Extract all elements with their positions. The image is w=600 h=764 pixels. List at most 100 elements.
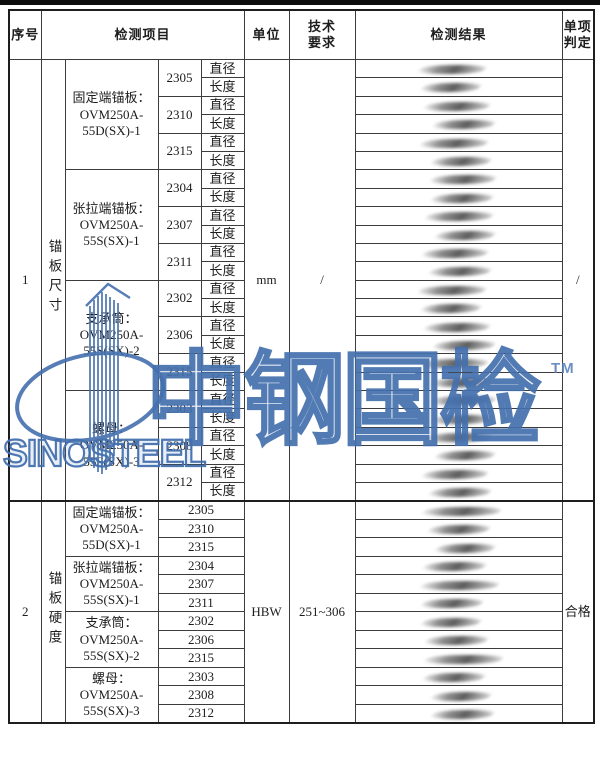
sample-number-cell: 2311 <box>157 242 202 281</box>
redacted-result-smudge <box>415 285 488 295</box>
table-row: 长度 <box>9 187 594 208</box>
sample-number-cell: 2315 <box>157 132 202 171</box>
result-cell <box>354 445 563 465</box>
redacted-result-smudge <box>418 83 483 93</box>
redacted-result-smudge <box>432 230 497 240</box>
dimension-cell: 长度 <box>200 481 245 502</box>
header-unit: 单位 <box>243 9 290 60</box>
redacted-result-smudge <box>418 599 485 609</box>
sample-number-cell: 2306 <box>157 316 202 355</box>
redacted-result-smudge <box>418 617 483 627</box>
sample-number-cell: 2308 <box>157 426 202 465</box>
result-cell <box>354 426 563 447</box>
result-cell <box>354 58 563 79</box>
result-cell <box>354 592 563 613</box>
result-cell <box>354 132 563 152</box>
dimension-cell: 直径 <box>200 279 245 300</box>
redacted-result-smudge <box>428 377 493 387</box>
result-cell <box>354 390 563 410</box>
sample-number-cell: 2302 <box>157 279 202 318</box>
sample-number-cell: 2311 <box>157 592 245 613</box>
dimension-cell: 直径 <box>200 242 245 263</box>
category-vertical-label: 锚板尺寸 <box>46 238 62 317</box>
redacted-result-smudge <box>420 506 503 516</box>
group-name-cell: 张拉端锚板： OVM250A- 55S(SX)-1 <box>64 555 159 613</box>
dimension-cell: 直径 <box>200 95 245 116</box>
group-name-cell: 支承筒： OVM250A- 55S(SX)-2 <box>64 611 159 668</box>
inspection-result-table: 序号 检测项目 单位 技术 要求 检测结果 单项 判定 1 锚板尺寸 固定端锚板： … <box>8 9 596 724</box>
header-judgment: 单项 判定 <box>561 9 595 60</box>
redacted-result-smudge <box>418 304 483 314</box>
dimension-cell: 长度 <box>200 445 245 465</box>
dimension-cell: 长度 <box>200 298 245 318</box>
result-cell <box>354 279 563 300</box>
redacted-result-smudge <box>430 340 497 350</box>
result-cell <box>354 463 563 483</box>
result-cell <box>354 703 563 724</box>
result-cell <box>354 150 563 171</box>
requirement-cell: 251~306 <box>288 499 356 724</box>
section-anchor-plate-hardness: 2 锚板硬度 固定端锚板： OVM250A- 55D(SX)-1 2305 HBW 251… <box>8 499 595 724</box>
dimension-cell: 长度 <box>200 150 245 171</box>
sample-number-cell: 2305 <box>157 499 245 520</box>
table-row: 2308 <box>9 685 594 705</box>
table-row: 1 锚板尺寸 固定端锚板： OVM250A- 55D(SX)-1 2305 直径 mm / / <box>8 58 595 502</box>
group-name-cell: 螺母： OVM250A- 55S(SX)-3 <box>64 666 159 724</box>
table-row: 支承筒： OVM250A- 55S(SX)-2 2302 <box>9 611 594 668</box>
redacted-result-smudge <box>423 636 490 646</box>
table-row: 长度 <box>9 408 594 428</box>
redacted-result-smudge <box>415 65 488 75</box>
judgment-cell: 合格 <box>561 499 595 724</box>
redacted-result-smudge <box>428 414 495 424</box>
result-cell <box>354 169 563 189</box>
sample-number-cell: 2308 <box>157 685 245 705</box>
sample-number-cell: 2304 <box>157 555 245 576</box>
serial-cell: 2 <box>8 499 42 724</box>
sample-number-cell: 2315 <box>157 648 245 668</box>
redacted-result-smudge <box>426 267 493 277</box>
result-cell <box>354 77 563 97</box>
group-name-cell: 固定端锚板： OVM250A- 55D(SX)-1 <box>64 58 159 171</box>
redacted-result-smudge <box>428 157 493 167</box>
redacted-result-smudge <box>421 562 488 572</box>
result-cell <box>354 574 563 594</box>
redacted-result-smudge <box>419 469 490 479</box>
group-name-cell: 螺母： OVM250A- 55S(SX)-3 <box>64 390 159 502</box>
group-name-cell: 张拉端锚板： OVM250A- 55S(SX)-1 <box>64 169 159 281</box>
result-cell <box>354 611 563 631</box>
table-row: 2315 <box>9 537 594 557</box>
result-cell <box>354 371 563 392</box>
result-cell <box>354 206 563 226</box>
table-row: 2310 直径 <box>9 95 594 134</box>
result-cell <box>354 316 563 336</box>
dimension-cell: 直径 <box>200 132 245 152</box>
dimension-cell: 长度 <box>200 224 245 244</box>
redacted-result-smudge <box>422 212 495 222</box>
table-row: 张拉端锚板： OVM250A- 55S(SX)-1 2304 <box>9 555 594 613</box>
sample-number-cell: 2307 <box>157 574 245 594</box>
sample-number-cell: 2306 <box>157 629 245 650</box>
result-cell <box>354 685 563 705</box>
dimension-cell: 长度 <box>200 371 245 392</box>
header-test-item: 检测项目 <box>40 9 245 60</box>
result-cell <box>354 114 563 134</box>
dimension-cell: 直径 <box>200 58 245 79</box>
table-row: 2310 <box>9 518 594 539</box>
result-cell <box>354 353 563 373</box>
dimension-cell: 直径 <box>200 206 245 226</box>
redacted-result-smudge <box>432 451 497 461</box>
result-cell <box>354 481 563 502</box>
table-row: 2306 直径 <box>9 316 594 355</box>
dimension-cell: 直径 <box>200 463 245 483</box>
sample-number-cell: 2312 <box>157 703 245 724</box>
sample-number-cell: 2307 <box>157 206 202 244</box>
redacted-result-smudge <box>430 120 497 130</box>
table-row: 螺母： OVM250A- 55S(SX)-3 2303 <box>9 666 594 724</box>
redacted-result-smudge <box>425 525 492 535</box>
result-cell <box>354 518 563 539</box>
table-row: 2307 直径 <box>9 206 594 244</box>
dimension-cell: 长度 <box>200 77 245 97</box>
result-cell <box>354 499 563 520</box>
unit-cell: mm <box>243 58 290 502</box>
result-cell <box>354 629 563 650</box>
